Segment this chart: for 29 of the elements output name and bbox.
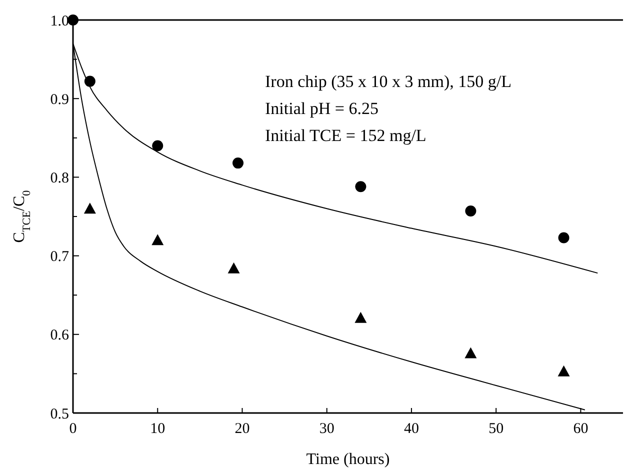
- y-tick-label: 0.9: [50, 92, 69, 108]
- x-tick-label: 20: [234, 421, 250, 437]
- y-tick-label: 0.7: [50, 249, 70, 266]
- point: [152, 140, 164, 152]
- y-tick-label: 0.8: [50, 170, 69, 186]
- x-tick-label: 0: [69, 421, 77, 437]
- point: [232, 158, 244, 169]
- y-tick-label: 0.6: [50, 328, 70, 344]
- x-tick-label: 40: [404, 421, 419, 437]
- annotation: Initial TCE = 152 mg/L: [265, 126, 426, 145]
- y-tick-label: 0.5: [50, 406, 69, 422]
- point: [68, 14, 78, 26]
- annotation: Initial pH = 6.25: [265, 99, 378, 118]
- x-tick-label: 10: [150, 421, 166, 437]
- point: [152, 234, 164, 246]
- point: [558, 365, 570, 376]
- annotation: Iron chip (35 x 10 x 3 mm), 150 g/L: [265, 72, 512, 91]
- point: [354, 312, 367, 323]
- y-tick-label: 1.0: [50, 13, 69, 30]
- x-tick-label: 60: [573, 421, 588, 437]
- x-axis-title: Time (hours): [306, 451, 390, 468]
- point: [355, 181, 366, 192]
- point: [228, 262, 240, 274]
- point: [465, 206, 476, 216]
- x-tick-label: 50: [488, 421, 504, 437]
- point: [84, 202, 96, 214]
- point: [558, 232, 570, 244]
- x-tick-label: 30: [319, 421, 334, 437]
- point: [464, 347, 477, 358]
